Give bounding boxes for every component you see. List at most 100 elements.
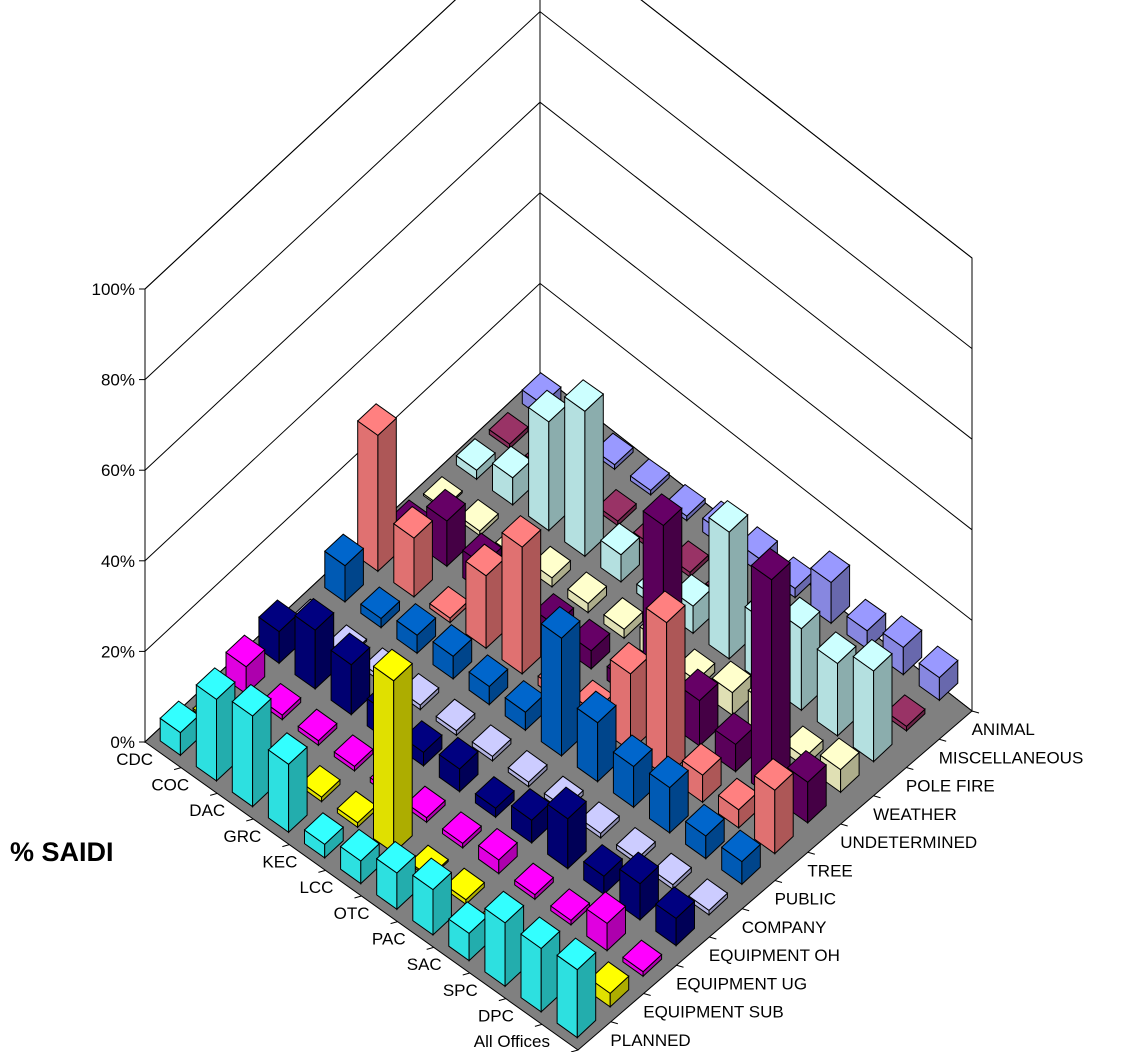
bar [471,724,512,763]
bar-top-face [425,488,467,522]
bar [468,654,509,706]
bar-top-face [556,937,597,971]
office-label: DPC [478,1007,514,1026]
bar [576,690,617,783]
bar-front-face [540,622,562,757]
cause-label: MISCELLANEOUS [939,748,1084,767]
x-tick [426,946,434,950]
bar [393,505,434,599]
bar [622,939,663,978]
z-tick [939,738,947,742]
bar [474,776,515,819]
bar-top-face [300,764,341,798]
bar-top-face [441,811,482,845]
z-tick [971,710,980,714]
bar [816,631,857,738]
bar [465,543,506,650]
bar-side-face [584,392,604,558]
bar-top-face [540,605,581,639]
bar-top-face [711,660,752,694]
bar-top-face [684,803,725,837]
bar-top-face [484,890,525,924]
bar-top-face [402,720,443,754]
bar [438,736,479,793]
bar [556,937,597,1039]
bar-top-face [405,785,446,819]
cause-label: WEATHER [873,805,957,824]
bar-top-face [393,505,434,539]
cause-label: COMPANY [742,918,827,937]
bar-top-face [576,690,617,724]
bar [520,916,561,1014]
bar [655,886,696,947]
gridline [144,10,973,380]
office-label: PAC [372,930,406,949]
bar-top-face [396,602,437,636]
bar-top-face [882,615,923,649]
bar [810,550,851,625]
cause-label: EQUIPMENT OH [709,946,840,965]
bar-top-face [231,683,272,717]
bar [540,605,581,758]
bar [600,522,641,584]
bar-top-face [582,843,624,877]
cause-label: PUBLIC [775,890,836,909]
bar-top-face [688,878,729,912]
bar [261,682,302,721]
bar [225,634,266,696]
bar-top-face [563,379,605,412]
bar [231,683,272,808]
z-tick [610,1021,618,1025]
bar-top-face [438,736,479,770]
bar-top-face [471,724,512,758]
bar-front-face [852,655,875,763]
bar-top-face [195,667,236,701]
y-tick-label: 60% [101,461,135,480]
z-tick [873,795,881,799]
office-label: SPC [443,981,478,1000]
bar-top-face [603,597,644,630]
bar [455,438,496,481]
bar-top-face [330,632,371,666]
bar [441,811,482,850]
bar-top-face [567,571,608,605]
x-tick [210,792,218,796]
bar [651,852,693,891]
gridline [144,192,973,562]
office-label: KEC [262,853,297,872]
bar-top-face [786,749,827,783]
bar-top-face [546,786,587,820]
bar [333,734,374,773]
z-tick [774,880,783,883]
y-tick-label: 20% [101,642,135,661]
bar-top-face [675,648,716,682]
bar [550,888,591,927]
bar [425,488,467,568]
x-tick [246,818,254,822]
bar-top-face [444,867,486,901]
z-tick [807,851,815,855]
bar-top-face [720,829,762,863]
bar-top-face [738,526,779,559]
bar-top-face [579,801,620,835]
bar-top-face [816,631,857,665]
bar-top-face [294,597,335,631]
bar-side-face [521,528,542,676]
bar [303,812,344,860]
bar [563,379,605,558]
bar-top-face [615,826,656,860]
bar-top-face [520,916,561,950]
bar [612,734,653,809]
bar-top-face [360,586,401,620]
bar-top-face [852,638,893,672]
bar-top-face [648,755,689,789]
bar [432,624,473,681]
y-tick-label: 100% [92,280,135,299]
bar [645,590,686,778]
bar-top-face [681,742,722,776]
bar [720,829,762,886]
bar [918,645,959,702]
bar-top-face [550,888,591,922]
cause-label: EQUIPMENT SUB [643,1003,783,1022]
cause-label: EQUIPMENT UG [676,974,807,993]
